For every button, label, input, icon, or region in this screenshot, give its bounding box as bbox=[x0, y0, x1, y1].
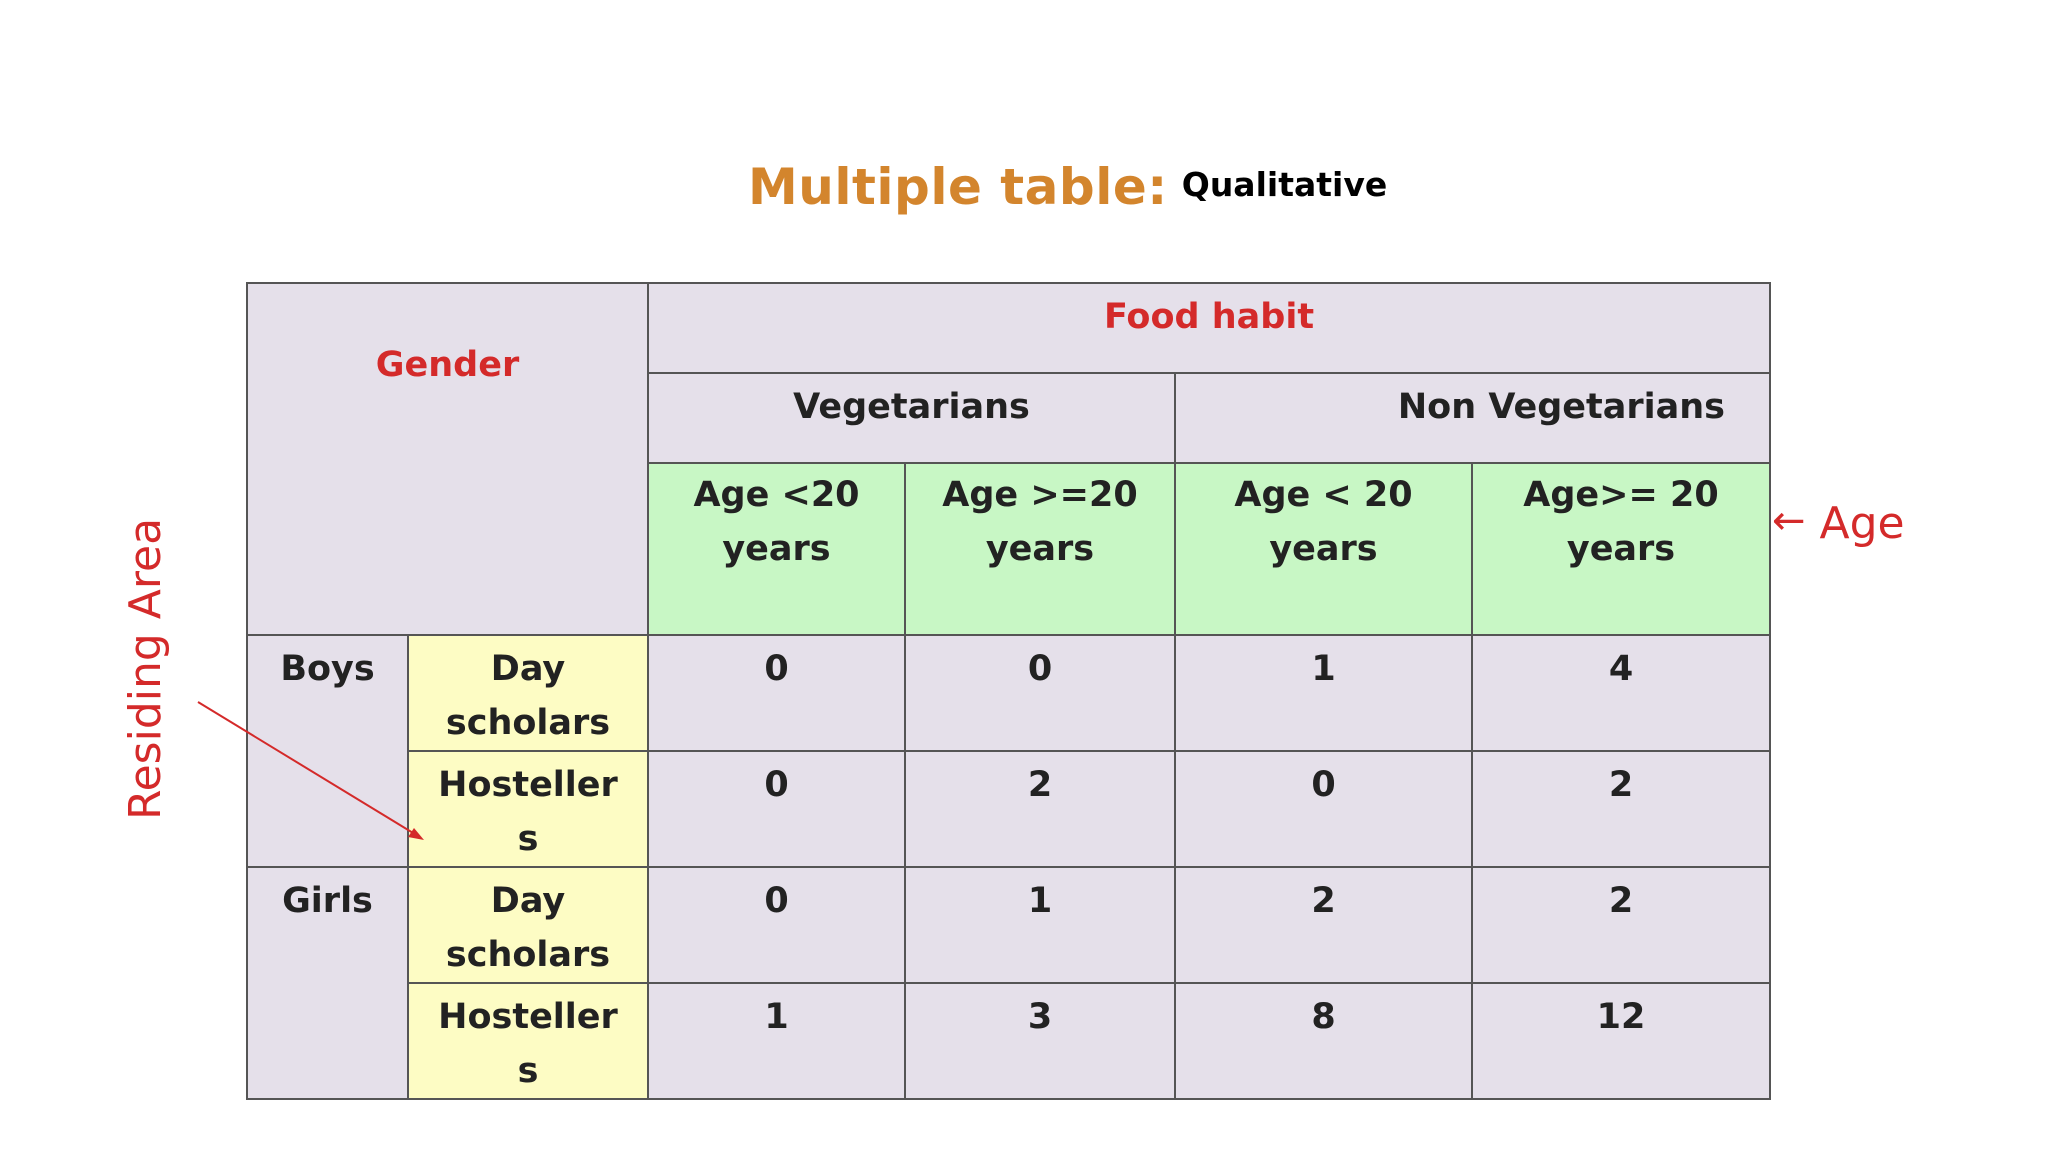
age-header-line2: years bbox=[722, 529, 831, 569]
value-cell: 3 bbox=[904, 982, 1176, 1100]
residence-line1: Day bbox=[490, 881, 566, 921]
value-cell: 1 bbox=[904, 866, 1176, 984]
age-header-line1: Age < 20 bbox=[1234, 475, 1413, 515]
age-header-line1: Age <20 bbox=[693, 475, 860, 515]
age-annotation: ← Age bbox=[1772, 498, 1905, 549]
non-vegetarians-header: Non Vegetarians bbox=[1173, 372, 1772, 464]
age-header-nonveg-20-plus: Age>= 20 years bbox=[1470, 462, 1772, 636]
gender-header: Gender bbox=[246, 282, 649, 636]
value-cell: 8 bbox=[1174, 982, 1473, 1100]
age-label-text: Age bbox=[1819, 498, 1905, 549]
age-header-veg-20-plus: Age >=20 years bbox=[904, 462, 1176, 636]
multiple-table: Gender Food habit Vegetarians Non Vegeta… bbox=[246, 282, 1772, 1100]
title-main: Multiple table: bbox=[748, 158, 1168, 216]
value-cell: 2 bbox=[1470, 866, 1772, 984]
value-cell: 2 bbox=[1174, 866, 1473, 984]
residence-cell: Hosteller s bbox=[407, 982, 649, 1100]
value-cell: 2 bbox=[1470, 750, 1772, 868]
table-row: Hosteller s 0 2 0 2 bbox=[247, 750, 1772, 868]
value-cell: 4 bbox=[1470, 634, 1772, 752]
age-header-line1: Age >=20 bbox=[942, 475, 1138, 515]
table-row: Hosteller s 1 3 8 12 bbox=[247, 982, 1772, 1100]
residence-cell: Day scholars bbox=[407, 634, 649, 752]
age-header-veg-under-20: Age <20 years bbox=[647, 462, 906, 636]
residence-line1: Hosteller bbox=[438, 997, 618, 1037]
title-sub: Qualitative bbox=[1181, 165, 1388, 204]
age-header-nonveg-under-20: Age < 20 years bbox=[1174, 462, 1473, 636]
value-cell: 2 bbox=[904, 750, 1176, 868]
gender-girls: Girls bbox=[246, 866, 409, 1100]
vegetarians-header: Vegetarians bbox=[647, 372, 1176, 464]
residence-line2: s bbox=[517, 1051, 539, 1091]
residence-line1: Day bbox=[490, 649, 566, 689]
table-row: Boys Day scholars 0 0 1 4 bbox=[246, 634, 1772, 868]
value-cell: 12 bbox=[1470, 982, 1772, 1100]
table-row: Girls Day scholars 0 1 2 2 bbox=[246, 866, 1772, 1100]
gender-boys: Boys bbox=[246, 634, 409, 868]
value-cell: 0 bbox=[1174, 750, 1473, 868]
residence-cell: Day scholars bbox=[407, 866, 649, 984]
residing-area-label: Residing Area bbox=[120, 517, 171, 820]
value-cell: 0 bbox=[904, 634, 1176, 752]
left-arrow-icon: ← bbox=[1772, 498, 1806, 544]
page-title: Multiple table: Qualitative bbox=[748, 158, 1387, 216]
residence-line1: Hosteller bbox=[438, 765, 618, 805]
residence-line2: scholars bbox=[445, 703, 611, 743]
residence-line2: s bbox=[517, 819, 539, 859]
age-header-line2: years bbox=[1566, 529, 1676, 569]
residence-line2: scholars bbox=[445, 935, 611, 975]
food-habit-header: Food habit bbox=[646, 282, 1772, 374]
value-cell: 1 bbox=[647, 982, 906, 1100]
residence-cell: Hosteller s bbox=[407, 750, 649, 868]
age-header-line2: years bbox=[985, 529, 1095, 569]
age-header-line1: Age>= 20 bbox=[1523, 475, 1719, 515]
value-cell: 0 bbox=[647, 634, 906, 752]
value-cell: 1 bbox=[1174, 634, 1473, 752]
age-header-line2: years bbox=[1269, 529, 1378, 569]
value-cell: 0 bbox=[647, 866, 906, 984]
value-cell: 0 bbox=[647, 750, 906, 868]
